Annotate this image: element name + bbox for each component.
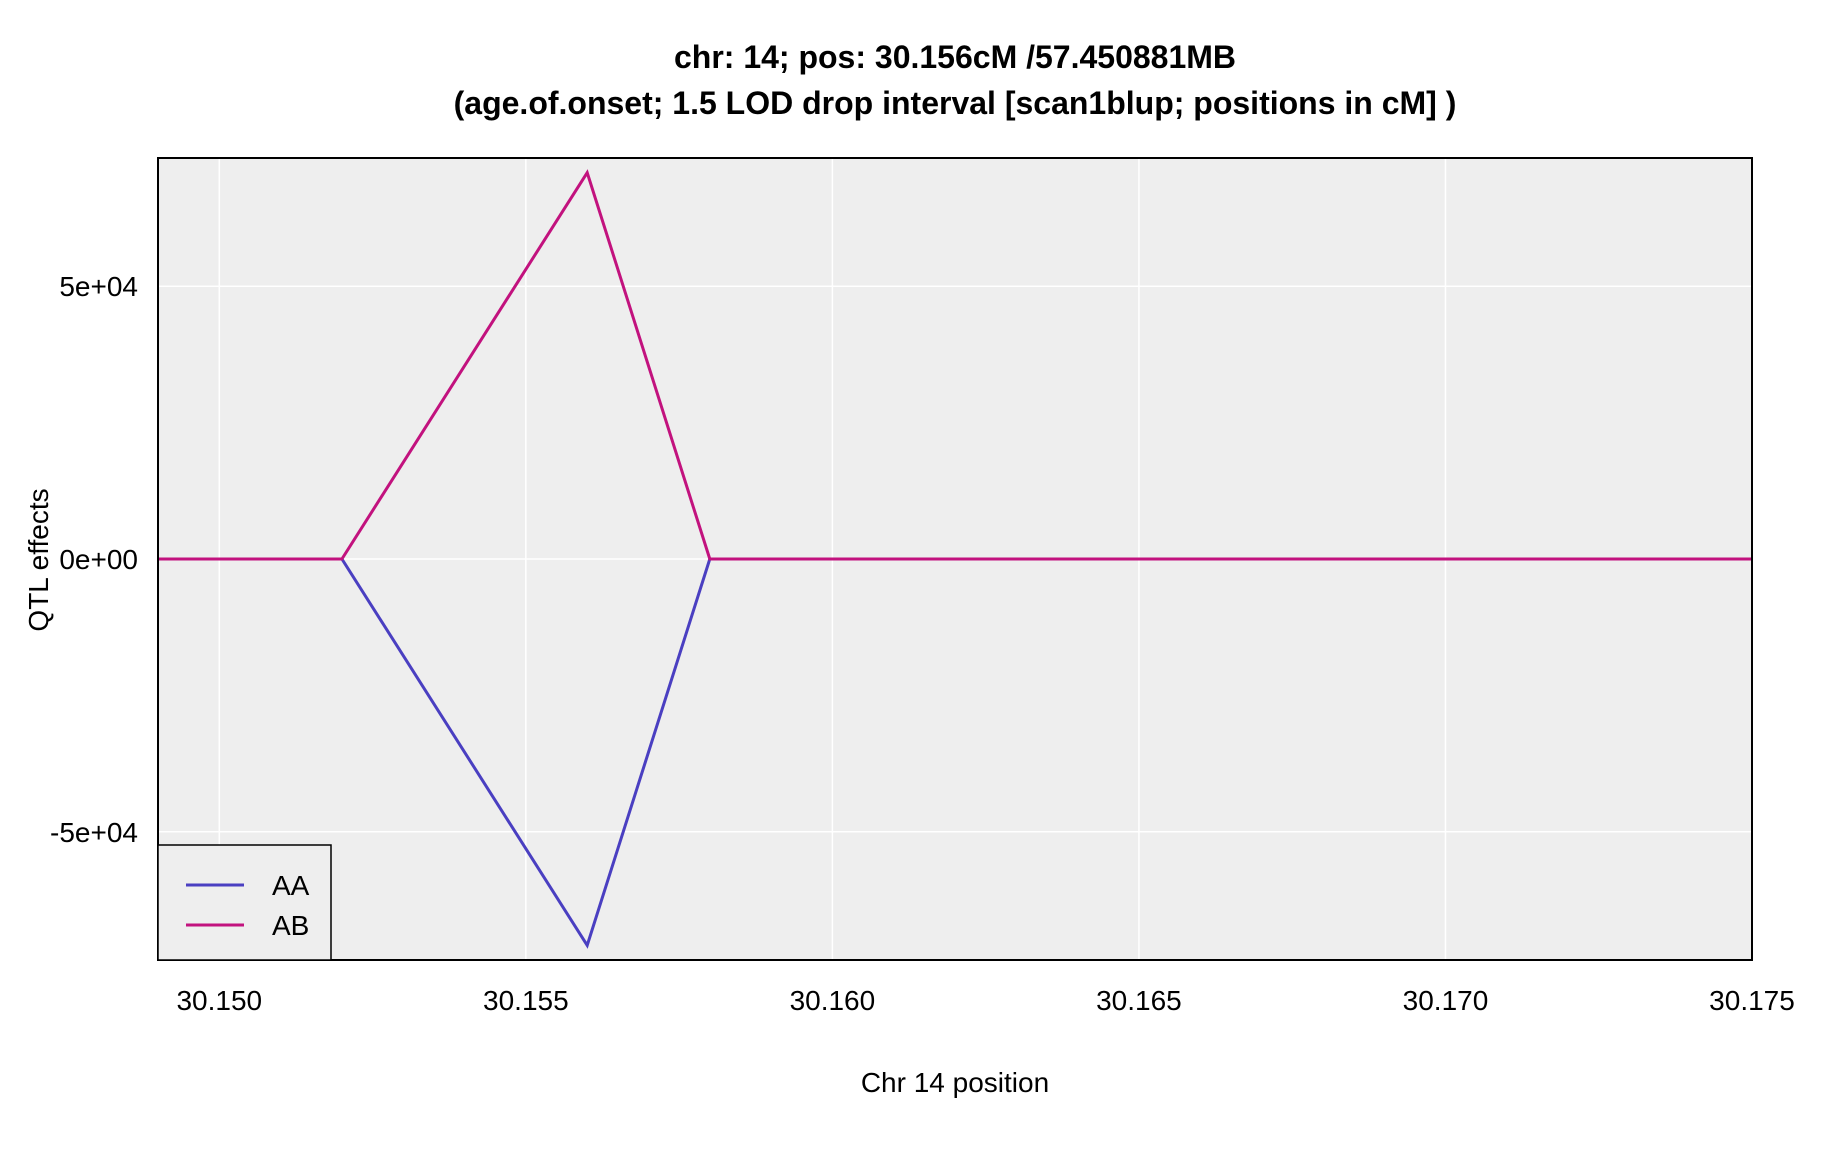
legend-label-aa: AA	[272, 870, 310, 901]
x-tick-label: 30.160	[790, 985, 876, 1016]
x-tick-label: 30.175	[1709, 985, 1795, 1016]
y-tick-label: -5e+04	[50, 817, 138, 848]
y-axis-ticks: 5e+04 0e+00 -5e+04	[50, 271, 138, 848]
x-tick-label: 30.165	[1096, 985, 1182, 1016]
legend: AA AB	[157, 844, 332, 961]
chart-title-line-1: chr: 14; pos: 30.156cM /57.450881MB	[674, 39, 1236, 75]
x-axis-label: Chr 14 position	[861, 1067, 1049, 1098]
chart-title-line-2: (age.of.onset; 1.5 LOD drop interval [sc…	[454, 85, 1457, 121]
y-tick-label: 5e+04	[59, 271, 138, 302]
x-axis-ticks: 30.150 30.155 30.160 30.165 30.170 30.175	[176, 985, 1794, 1016]
legend-label-ab: AB	[272, 910, 309, 941]
legend-box	[157, 844, 332, 961]
x-tick-label: 30.170	[1403, 985, 1489, 1016]
series-line-ab	[158, 169, 1752, 561]
x-tick-label: 30.150	[176, 985, 262, 1016]
y-axis-label: QTL effects	[23, 488, 54, 631]
plot-frame	[157, 157, 1753, 961]
x-tick-label: 30.155	[483, 985, 569, 1016]
data-series	[158, 169, 1752, 949]
y-tick-label: 0e+00	[59, 544, 138, 575]
